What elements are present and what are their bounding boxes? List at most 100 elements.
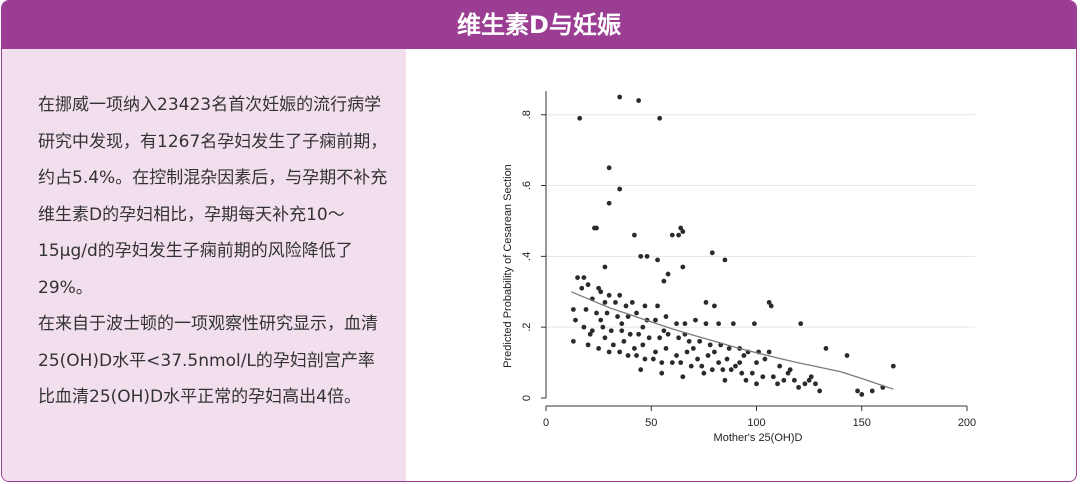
data-point — [680, 374, 686, 380]
data-point — [596, 285, 602, 291]
data-point — [766, 349, 772, 355]
data-point — [617, 94, 623, 100]
data-point — [726, 346, 732, 351]
data-point — [844, 353, 850, 358]
x-tick-label: 0 — [543, 417, 549, 429]
data-point — [813, 381, 818, 387]
data-point — [749, 370, 755, 376]
data-point — [678, 360, 684, 365]
page-title: 维生素D与妊娠 — [2, 1, 1076, 49]
data-point — [665, 271, 671, 277]
data-point — [760, 374, 766, 380]
data-point — [581, 275, 587, 280]
data-point — [587, 331, 593, 337]
data-point — [684, 349, 690, 355]
data-point — [619, 328, 625, 334]
axes — [541, 91, 968, 411]
x-tick-label: 100 — [747, 417, 765, 429]
data-point — [770, 374, 776, 380]
data-point — [653, 349, 658, 355]
data-point — [602, 264, 608, 270]
y-tick-label: .6 — [521, 181, 533, 190]
data-point — [676, 232, 682, 238]
data-point — [646, 335, 652, 341]
data-point — [823, 346, 829, 351]
data-point — [610, 342, 616, 348]
data-point — [796, 384, 801, 390]
data-point — [680, 229, 686, 234]
paragraph-1: 在挪威一项纳入23423名首次妊娠的流行病学研究中发现，有1267名孕妇发生了子… — [38, 95, 388, 298]
data-point — [787, 367, 793, 373]
data-point — [705, 353, 711, 358]
data-point — [604, 310, 610, 316]
data-point — [768, 303, 774, 309]
data-point — [615, 314, 620, 319]
data-point — [709, 250, 715, 256]
data-point — [701, 370, 707, 376]
data-point — [707, 342, 713, 348]
data-point — [634, 310, 639, 316]
data-point — [688, 363, 694, 369]
data-point — [659, 360, 665, 365]
data-point — [703, 321, 709, 327]
data-point — [869, 388, 875, 394]
data-point — [743, 377, 749, 383]
data-point — [640, 342, 646, 348]
data-point — [657, 115, 663, 121]
data-point — [608, 328, 614, 334]
y-axis-label: Predicted Probability of Cesarean Sectio… — [502, 164, 514, 368]
data-point — [855, 388, 860, 394]
data-point — [634, 353, 639, 358]
data-point — [751, 321, 757, 327]
data-point — [690, 346, 696, 351]
data-point — [777, 363, 783, 369]
data-point — [653, 317, 658, 323]
data-point — [594, 310, 599, 316]
data-point — [733, 363, 738, 369]
data-point — [817, 388, 823, 394]
data-point — [712, 349, 717, 355]
data-point — [598, 289, 604, 295]
x-tick-label: 150 — [853, 417, 871, 429]
data-point — [640, 324, 646, 330]
data-point — [693, 317, 698, 323]
data-point — [663, 346, 669, 351]
data-point — [585, 282, 591, 288]
data-point — [570, 338, 576, 344]
data-point — [606, 349, 612, 355]
data-point — [754, 381, 759, 387]
data-point — [638, 253, 644, 259]
data-point — [661, 278, 667, 284]
data-point — [629, 299, 635, 305]
fit-line — [571, 291, 894, 390]
body-text: 在挪威一项纳入23423名首次妊娠的流行病学研究中发现，有1267名孕妇发生了子… — [38, 87, 388, 416]
data-point — [722, 257, 728, 263]
data-point — [623, 303, 629, 309]
data-points — [570, 94, 896, 397]
data-point — [661, 328, 667, 334]
x-axis-label: Mother's 25(OH)D — [714, 432, 803, 444]
data-point — [573, 317, 578, 323]
data-point — [577, 115, 583, 121]
data-point — [663, 314, 669, 319]
data-point — [808, 374, 814, 380]
y-tick-label: .2 — [521, 323, 533, 332]
data-point — [697, 338, 703, 344]
data-point — [703, 299, 709, 305]
data-point — [659, 370, 665, 376]
data-point — [741, 353, 747, 358]
data-point — [785, 370, 791, 376]
y-tick-label: .8 — [521, 110, 533, 119]
y-tick-label: .4 — [521, 252, 533, 261]
data-point — [695, 356, 700, 362]
data-point — [617, 186, 623, 192]
data-point — [676, 335, 682, 341]
data-point — [627, 331, 633, 337]
data-point — [650, 356, 656, 362]
data-point — [720, 367, 726, 373]
y-tick-label: 0 — [521, 395, 533, 401]
data-point — [606, 200, 612, 206]
data-point — [644, 253, 650, 259]
data-point — [859, 392, 865, 397]
